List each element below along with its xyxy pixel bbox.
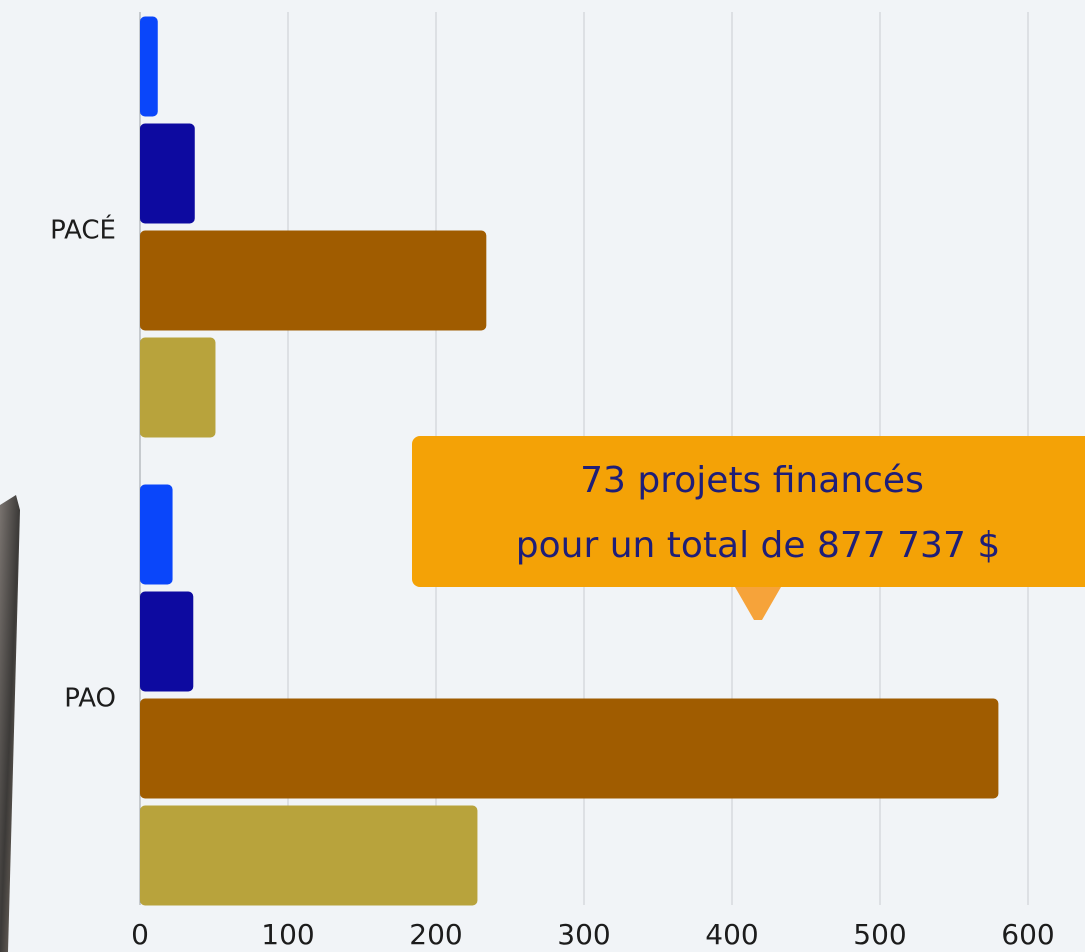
tooltip-line: pour un total de 877 737 $	[516, 525, 1000, 566]
x-tick-label: 400	[705, 918, 758, 951]
x-tick-label: 100	[261, 918, 314, 951]
x-tick-label: 300	[557, 918, 610, 951]
tooltip: 73 projets financés pour un total de 877…	[412, 436, 1085, 620]
bar	[140, 485, 173, 585]
page: 0 100 200 300 400 500 600 PACÉ PAO 73 projets fi…	[0, 0, 1085, 952]
x-tick-label: 0	[131, 918, 149, 951]
tooltip-pointer	[735, 587, 781, 620]
y-tick-label: PAO	[64, 684, 116, 714]
bar	[140, 124, 195, 224]
bar	[140, 231, 486, 331]
tooltip-line: 73 projets financés	[580, 460, 924, 501]
bar	[140, 806, 477, 906]
bar	[140, 338, 215, 438]
bar	[140, 592, 193, 692]
x-tick-label: 500	[853, 918, 906, 951]
x-tick-label: 200	[409, 918, 462, 951]
chart: 0 100 200 300 400 500 600 PACÉ PAO 73 projets fi…	[0, 0, 1085, 952]
bar	[140, 699, 998, 799]
photo-edge	[0, 495, 20, 952]
bar	[140, 17, 158, 117]
x-tick-label: 600	[1001, 918, 1054, 951]
y-tick-label: PACÉ	[50, 214, 116, 246]
